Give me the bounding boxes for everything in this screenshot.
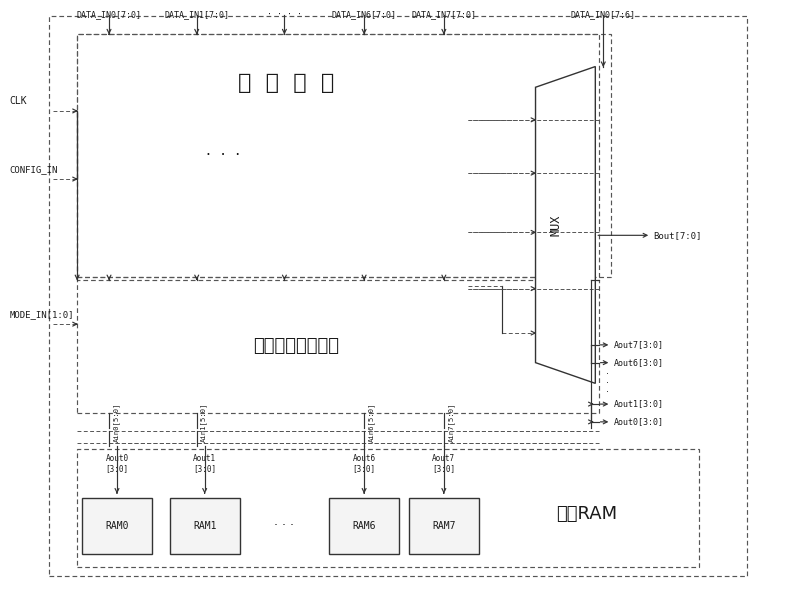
Bar — [329, 497, 399, 554]
Text: RAM1: RAM1 — [193, 521, 217, 531]
Text: Bout[7:0]: Bout[7:0] — [654, 231, 702, 240]
Text: 输入数据处理电路: 输入数据处理电路 — [254, 337, 339, 355]
Bar — [77, 449, 699, 567]
Text: DATA_IN1[7:0]: DATA_IN1[7:0] — [164, 10, 230, 19]
Text: Aout6
[3:0]: Aout6 [3:0] — [353, 455, 376, 473]
Text: DATA_IN0[7:6]: DATA_IN0[7:6] — [570, 10, 636, 19]
Text: DATA_IN7[7:0]: DATA_IN7[7:0] — [411, 10, 476, 19]
Text: Ain1[5:0]: Ain1[5:0] — [201, 402, 207, 441]
Text: Aout1
[3:0]: Aout1 [3:0] — [193, 455, 216, 473]
Text: Ain6[5:0]: Ain6[5:0] — [368, 402, 374, 441]
Text: 共享RAM: 共享RAM — [557, 505, 618, 522]
Text: DATA_IN6[7:0]: DATA_IN6[7:0] — [332, 10, 397, 19]
Text: RAM7: RAM7 — [432, 521, 455, 531]
Text: DATA_IN0[7:0]: DATA_IN0[7:0] — [77, 10, 142, 19]
Text: Aout6[3:0]: Aout6[3:0] — [614, 358, 664, 367]
Text: 替  换  基  元: 替 换 基 元 — [238, 73, 334, 93]
Bar — [409, 497, 479, 554]
Bar — [77, 34, 611, 277]
Text: Aout1[3:0]: Aout1[3:0] — [614, 400, 664, 409]
Text: · · · ·: · · · · — [267, 10, 302, 19]
Text: Ain7[5:0]: Ain7[5:0] — [448, 402, 454, 441]
Text: CLK: CLK — [10, 96, 27, 107]
Text: MUX: MUX — [550, 214, 563, 236]
Text: Aout7[3:0]: Aout7[3:0] — [614, 340, 664, 349]
Text: Ain0[5:0]: Ain0[5:0] — [113, 402, 119, 441]
Bar — [77, 280, 599, 413]
Polygon shape — [535, 67, 595, 383]
Bar — [50, 16, 746, 576]
Text: Aout0[3:0]: Aout0[3:0] — [614, 417, 664, 427]
Text: RAM0: RAM0 — [106, 521, 129, 531]
Bar — [77, 34, 599, 277]
Text: Aout0
[3:0]: Aout0 [3:0] — [106, 455, 129, 473]
Text: Aout7
[3:0]: Aout7 [3:0] — [432, 455, 455, 473]
Text: ·  ·  ·: · · · — [206, 148, 240, 163]
Text: ·
·
·: · · · — [606, 369, 609, 397]
Bar — [82, 497, 152, 554]
Text: RAM6: RAM6 — [352, 521, 376, 531]
Bar — [170, 497, 240, 554]
Text: · · ·: · · · — [274, 519, 294, 533]
Text: MODE_IN[1:0]: MODE_IN[1:0] — [10, 311, 74, 320]
Text: CONFIG_IN: CONFIG_IN — [10, 165, 58, 174]
